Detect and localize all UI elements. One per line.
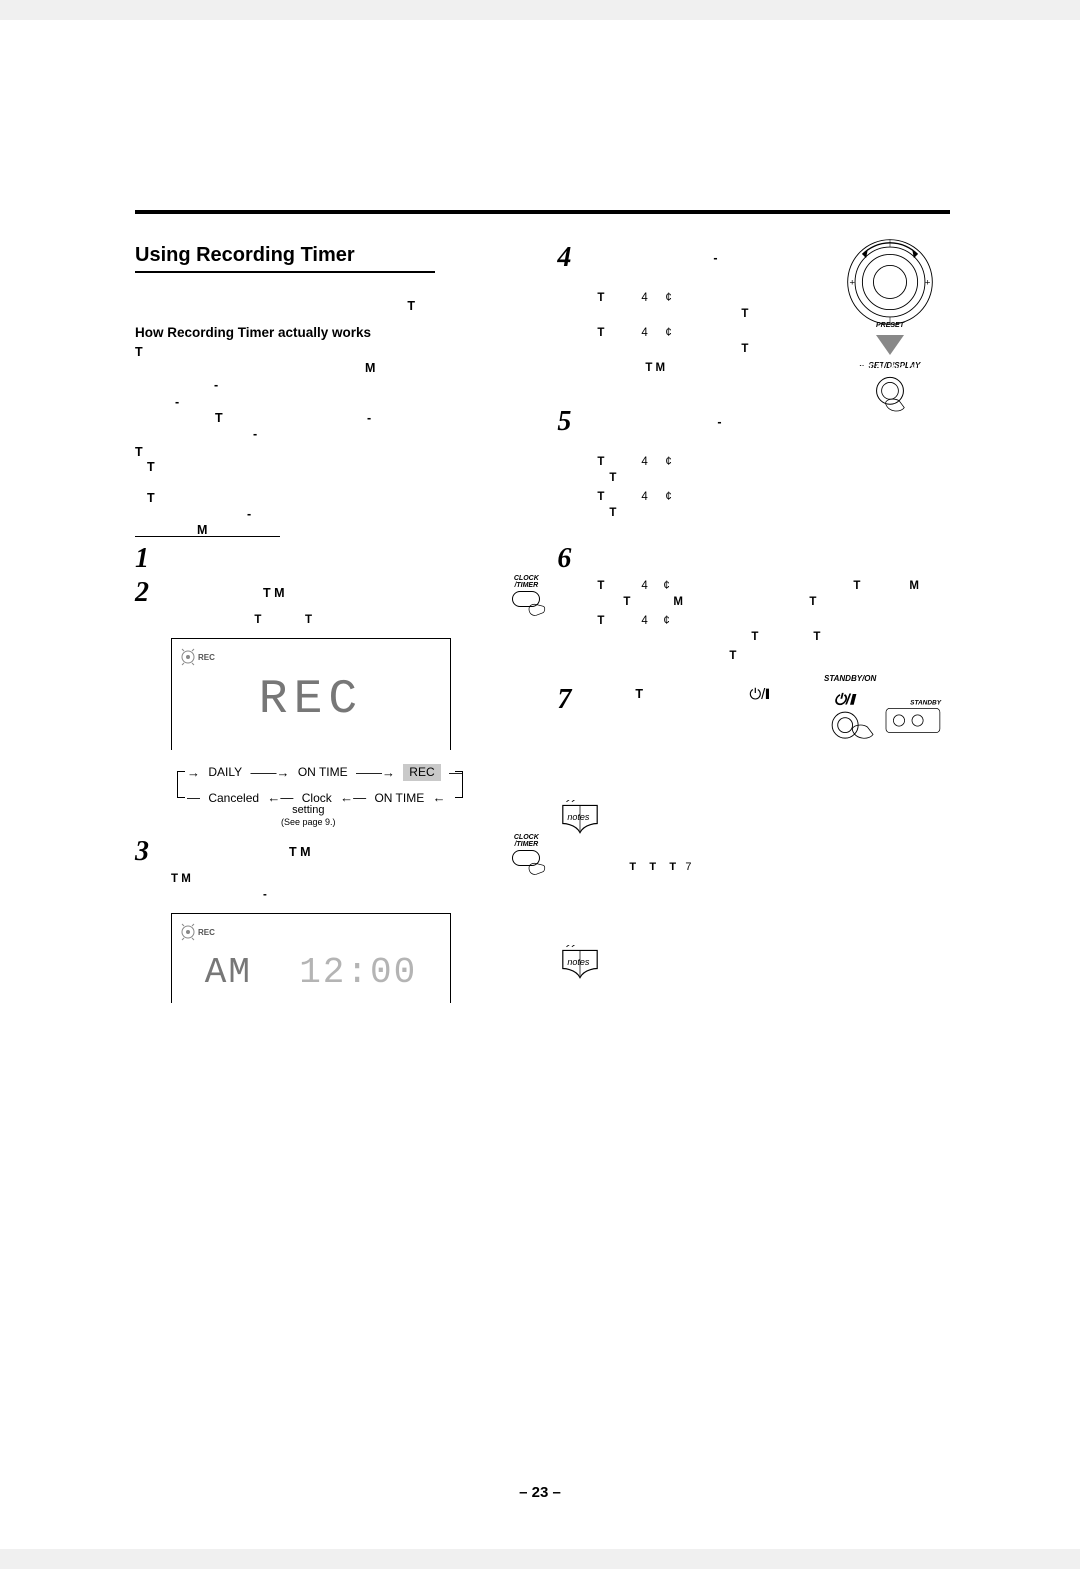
step-6: 6 Select the preset station. — [557, 545, 950, 573]
page-number: – 23 – — [0, 1484, 1080, 1501]
flow-clock: Clock — [302, 791, 332, 805]
right-column: + + – PRESET – SET/DISPLAY — [557, 244, 950, 1043]
timer-mode-flowchart: → DAILY ——→ ON TIME ——→ REC — — Canceled… — [171, 764, 471, 824]
left-column: Using Recording Timer With Recording Tim… — [135, 244, 547, 1043]
rec-indicator-icon: REC — [180, 922, 442, 942]
standby-button-icon: ⏻/❙ STANDBY — [821, 685, 951, 743]
top-rule — [135, 210, 950, 214]
note-1: If you want to listen to another source … — [557, 847, 950, 904]
step-2-sub: The REC (Recording Timer) indicator also… — [171, 613, 547, 629]
clock-timer-button-icon: CLOCK /TIMER — [501, 834, 551, 866]
standby-illustration: STANDBY/ON ⏻/❙ STANDBY — [816, 674, 956, 745]
step-4-sub2: 2) Turn 4 ¢ to adjust the minute, then p… — [593, 326, 823, 357]
section-title: Using Recording Timer — [135, 244, 435, 273]
display-panel-rec: REC REC — [171, 638, 451, 750]
flow-ontime: ON TIME — [298, 765, 348, 779]
step-5-sub1: 1) Turn 4 ¢ to adjust the hour, then pre… — [593, 455, 823, 486]
hand-pointer-icon — [527, 600, 549, 618]
step-number: 5 — [557, 408, 583, 436]
rec-indicator-icon: REC — [180, 647, 442, 667]
flow-canceled: Canceled — [208, 791, 259, 805]
step-text: Press CLOCK/TIMER again. T M — [171, 838, 329, 862]
hand-pointer-icon — [527, 859, 549, 877]
columns: Using Recording Timer With Recording Tim… — [135, 244, 950, 1043]
intro-text: With Recording Timer, you can make a rec… — [135, 281, 547, 315]
step-text: Select the preset station. — [593, 545, 731, 569]
step-4-sub1: 1) Turn 4 ¢ to adjust the hour, then pre… — [593, 291, 823, 322]
step-text: Turn the unit on if it is currently off. — [171, 545, 362, 569]
clock-timer-label: CLOCK /TIMER — [501, 575, 551, 589]
segment-display: REC — [180, 673, 442, 727]
notes-icon: notes — [557, 800, 603, 838]
clock-timer-button-icon: CLOCK /TIMER — [501, 575, 551, 607]
arrow-down-icon — [876, 335, 904, 355]
note-3: To adjust the volume level before listen… — [557, 992, 950, 1035]
step-6-sub1: 1) Turn 4 ¢ to select the band, ("TUNER … — [593, 579, 950, 610]
oval-button-icon — [512, 591, 540, 607]
subheading: How Recording Timer actually works — [135, 325, 547, 340]
svg-text:REC: REC — [198, 928, 215, 937]
step-3-sub: T M The unit enters on-time setting mode… — [171, 872, 547, 903]
svg-text:REC: REC — [198, 653, 215, 662]
step-number: 1 — [135, 545, 161, 573]
step-4-sub3: The unit enters off-time setting mode an… — [593, 361, 950, 392]
step-number: 3 — [135, 838, 161, 866]
how-text: The unit automatically turns on, tunes i… — [135, 344, 547, 524]
flow-daily: DAILY — [208, 765, 242, 779]
flow-sub: setting (See page 9.) — [281, 804, 336, 828]
standby-label: STANDBY/ON — [824, 674, 956, 683]
step-text: Set on-time you want the unit to turn on… — [593, 244, 813, 285]
oval-button-icon — [512, 850, 540, 866]
step-text: Press STANDBY/ON to turn off the unit (s… — [593, 686, 803, 745]
step-6-sub2: 2) Turn 4 ¢ to select the preset channel… — [593, 614, 950, 645]
step-5-sub2: 2) Turn 4 ¢ to adjust the minute, then p… — [593, 490, 823, 521]
note-2: If the unit is turned on when the timer … — [557, 912, 950, 926]
step-number: 2 — [135, 579, 161, 607]
step-5-sub3: The unit enters preset station selecting… — [593, 525, 950, 541]
separator — [135, 536, 280, 537]
svg-text:–: – — [887, 319, 892, 328]
display-panel-time: REC AM 12:00 — [171, 913, 451, 1003]
svg-text:STANDBY: STANDBY — [910, 700, 942, 707]
step-text: Press CLOCK/TIMER till "REC" appears on … — [171, 579, 478, 603]
step-number: 7 — [557, 686, 583, 714]
clock-timer-label: CLOCK /TIMER — [501, 834, 551, 848]
svg-text:⏻/❙: ⏻/❙ — [834, 693, 857, 709]
notes-icon: notes — [557, 945, 603, 983]
step-5: 5 Set off-time you want the unit to turn… — [557, 408, 950, 449]
flow-ontime2: ON TIME — [374, 791, 424, 805]
svg-text:notes: notes — [568, 812, 591, 822]
step-4: 4 Set on-time you want the unit to turn … — [557, 244, 950, 285]
segment-display-time: AM 12:00 — [180, 952, 442, 993]
flow-rec: REC — [403, 764, 440, 780]
step-text: Set off-time you want the unit to turn o… — [593, 408, 813, 449]
step-1: 1 Turn the unit on if it is currently of… — [135, 545, 547, 573]
svg-text:notes: notes — [568, 957, 591, 967]
page: Using Recording Timer With Recording Tim… — [0, 20, 1080, 1549]
step-2: 2 Press CLOCK/TIMER till "REC" appears o… — [135, 579, 547, 607]
step-3: 3 Press CLOCK/TIMER again. T M CLOCK /TI… — [135, 838, 547, 866]
step-number: 6 — [557, 545, 583, 573]
step-number: 4 — [557, 244, 583, 272]
